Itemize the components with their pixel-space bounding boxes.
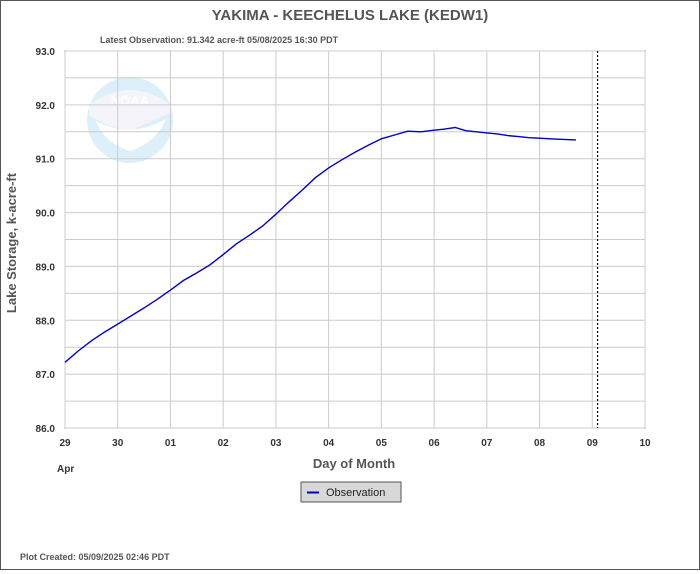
x-tick-label: 10 (639, 438, 651, 449)
y-tick-label: 87.0 (36, 370, 56, 381)
plot-created-footer: Plot Created: 05/09/2025 02:46 PDT (20, 552, 170, 562)
x-tick-label: 29 (59, 438, 71, 449)
y-tick-label: 93.0 (36, 47, 56, 58)
y-tick-label: 89.0 (36, 262, 56, 273)
grid-lines (64, 50, 646, 429)
x-tick-label: 01 (165, 438, 177, 449)
y-tick-label: 90.0 (36, 209, 56, 220)
legend-label-observation: Observation (326, 487, 385, 499)
x-tick-label: 08 (534, 438, 546, 449)
svg-text:NOAA: NOAA (111, 93, 150, 108)
x-month-label: Apr (57, 464, 74, 475)
x-axis-label: Day of Month (313, 456, 395, 471)
x-tick-label: 03 (270, 438, 282, 449)
chart-title: YAKIMA - KEECHELUS LAKE (KEDW1) (212, 7, 488, 24)
x-tick-label: 09 (587, 438, 599, 449)
y-tick-label: 86.0 (36, 424, 56, 435)
noaa-logo: NOAA (87, 77, 173, 163)
x-tick-label: 05 (376, 438, 388, 449)
x-tick-label: 07 (481, 438, 493, 449)
y-axis-label: Lake Storage, k-acre-ft (4, 172, 19, 313)
chart-subtitle: Latest Observation: 91.342 acre-ft 05/08… (100, 35, 339, 45)
y-tick-label: 88.0 (36, 316, 56, 327)
x-tick-label: 02 (218, 438, 230, 449)
x-tick-label: 06 (429, 438, 441, 449)
y-tick-label: 91.0 (36, 155, 56, 166)
series-line-observation (64, 126, 576, 363)
x-tick-label: 30 (112, 438, 124, 449)
x-tick-labels: 29 30 01 02 03 04 05 06 07 08 09 10 (59, 438, 651, 449)
legend-box (300, 481, 402, 503)
y-tick-labels: 86.0 87.0 88.0 89.0 90.0 91.0 92.0 93.0 (36, 47, 56, 435)
x-tick-label: 04 (323, 438, 335, 449)
y-tick-label: 92.0 (36, 101, 56, 112)
legend: Observation (300, 481, 402, 503)
